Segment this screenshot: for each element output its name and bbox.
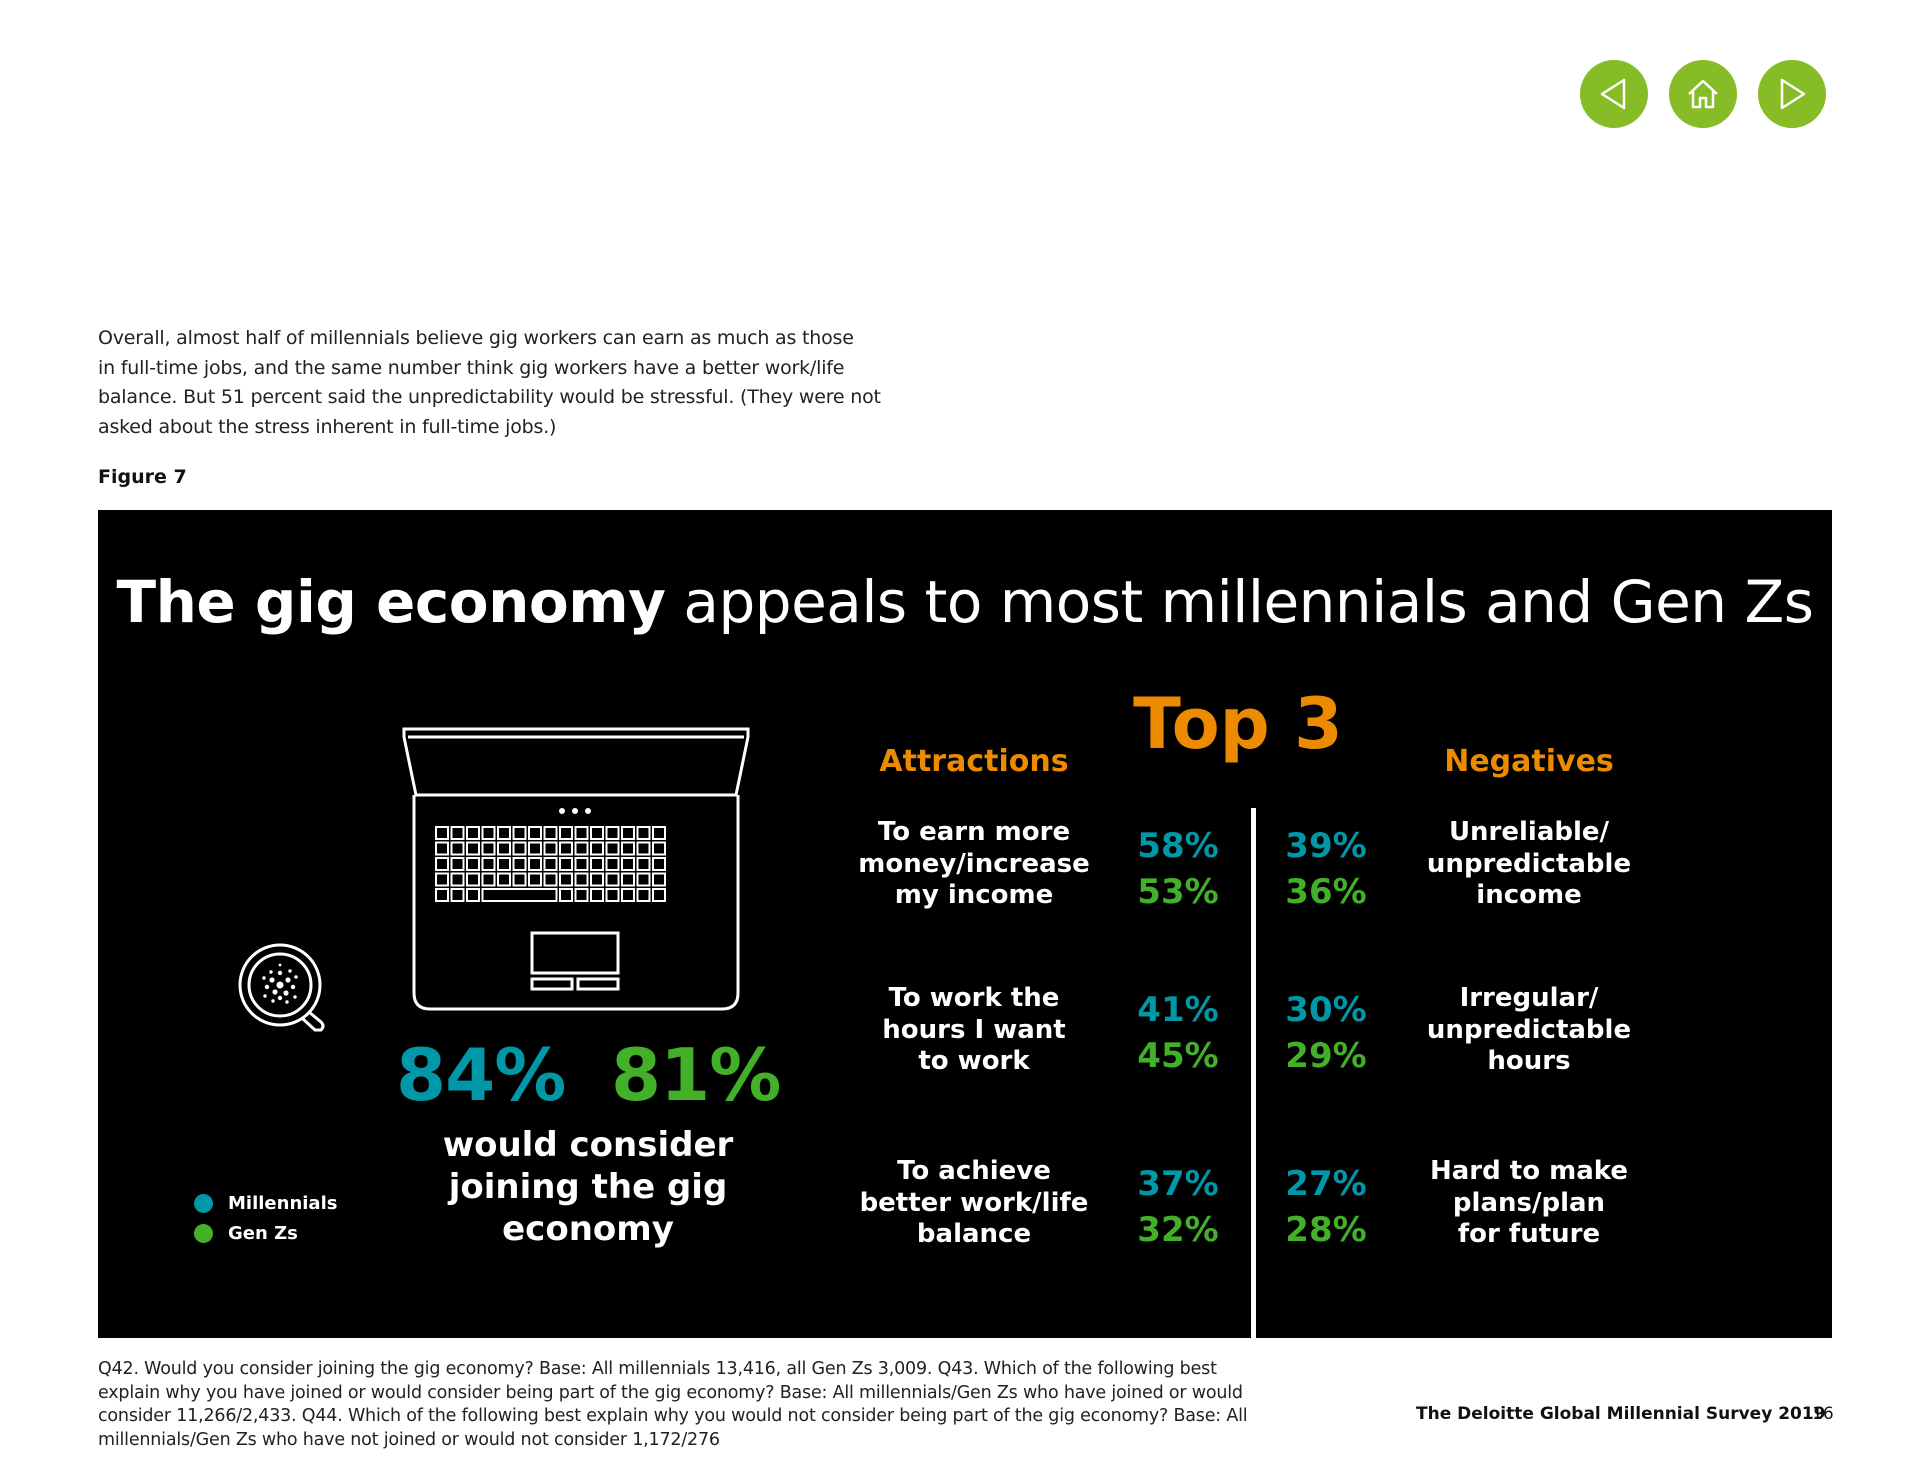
attraction-line: To earn more [877,817,1071,847]
intro-line: balance. But 51 percent said the unpredi… [98,386,881,408]
legend: Millennials Gen Zs [194,1188,337,1248]
negative-line: income [1476,880,1582,910]
attraction-item: To earn more money/increase my income [854,817,1094,912]
negative-line: unpredictable [1426,848,1632,879]
attraction-line: balance [916,1219,1032,1249]
consider-line: economy [502,1209,674,1249]
infographic-panel: The gig economy appeals to most millenni… [98,510,1832,1338]
negative-genz-pct: 29% [1285,1036,1367,1076]
millennials-consider-pct: 84% [396,1033,566,1117]
publication-title: The Deloitte Global Millennial Survey 20… [1416,1404,1826,1424]
legend-label: Gen Zs [228,1222,298,1244]
home-button[interactable] [1669,60,1737,128]
panel-title: The gig economy appeals to most millenni… [98,566,1832,638]
attraction-line: to work [918,1046,1030,1076]
footnote-line: consider 11,266/2,433. Q44. Which of the… [98,1406,1248,1426]
footnote-line: millennials/Gen Zs who have not joined o… [98,1429,720,1450]
top3-heading: Top 3 [1133,683,1343,765]
negative-line: plans/plan [1452,1187,1606,1218]
legend-dot-millennials [194,1193,213,1213]
negative-line: for future [1457,1219,1601,1249]
attractions-heading: Attractions [879,744,1069,779]
intro-line: asked about the stress inherent in full-… [98,415,557,438]
footnote-line: Q42. Would you consider joining the gig … [98,1359,1217,1379]
negative-item: Unreliable/ unpredictable income [1409,817,1649,912]
consider-line: joining the gig [448,1167,728,1207]
arrow-right-icon [1780,78,1806,110]
intro-line: in full-time jobs, and the same number t… [98,356,845,379]
negative-item: Irregular/ unpredictable hours [1409,983,1649,1078]
attraction-line: my income [894,880,1054,910]
legend-item-genz: Gen Zs [194,1218,337,1248]
negative-genz-pct: 36% [1285,872,1367,912]
attraction-millennials-pct: 41% [1137,990,1219,1030]
figure-label: Figure 7 [98,466,187,488]
attraction-genz-pct: 32% [1137,1210,1219,1250]
panel-title-bold: The gig economy [116,568,666,636]
attraction-genz-pct: 45% [1137,1036,1219,1076]
negative-genz-pct: 28% [1285,1210,1367,1250]
negatives-heading: Negatives [1444,744,1614,779]
attraction-line: To work the [888,983,1060,1013]
consider-caption: would consider joining the gig economy [418,1124,758,1250]
laptop-icon [402,727,750,1011]
negative-line: hours [1487,1046,1571,1076]
negative-line: Hard to make [1430,1156,1628,1186]
attraction-line: To achieve [897,1156,1051,1186]
column-divider [1251,808,1256,1338]
attraction-line: money/increase [858,848,1090,879]
footnote-line: explain why you have joined or would con… [98,1382,1243,1403]
legend-dot-genz [194,1223,213,1243]
consider-line: would consider [442,1125,734,1165]
attraction-line: hours I want [882,1014,1066,1045]
negative-line: unpredictable [1426,1014,1632,1045]
page-number: 16 [1812,1404,1834,1424]
negative-line: Irregular/ [1459,983,1599,1013]
arrow-left-icon [1600,78,1626,110]
attraction-item: To work the hours I want to work [854,983,1094,1078]
next-page-button[interactable] [1758,60,1826,128]
negative-millennials-pct: 39% [1285,826,1367,866]
home-icon [1688,79,1718,109]
attraction-line: better work/life [859,1187,1089,1218]
intro-paragraph: Overall, almost half of millennials beli… [98,324,898,442]
intro-line: Overall, almost half of millennials beli… [98,327,854,349]
legend-label: Millennials [228,1192,338,1214]
negative-line: Unreliable/ [1448,817,1610,847]
negative-millennials-pct: 30% [1285,990,1367,1030]
legend-item-millennials: Millennials [194,1188,337,1218]
attraction-item: To achieve better work/life balance [854,1156,1094,1251]
negative-item: Hard to make plans/plan for future [1409,1156,1649,1251]
coffee-cup-icon [238,943,325,1032]
footnote: Q42. Would you consider joining the gig … [98,1358,1278,1452]
attraction-genz-pct: 53% [1137,872,1219,912]
previous-page-button[interactable] [1580,60,1648,128]
negative-millennials-pct: 27% [1285,1164,1367,1204]
panel-title-light: appeals to most millennials and Gen Zs [665,568,1814,636]
attraction-millennials-pct: 58% [1137,826,1219,866]
attraction-millennials-pct: 37% [1137,1164,1219,1204]
genz-consider-pct: 81% [611,1033,781,1117]
